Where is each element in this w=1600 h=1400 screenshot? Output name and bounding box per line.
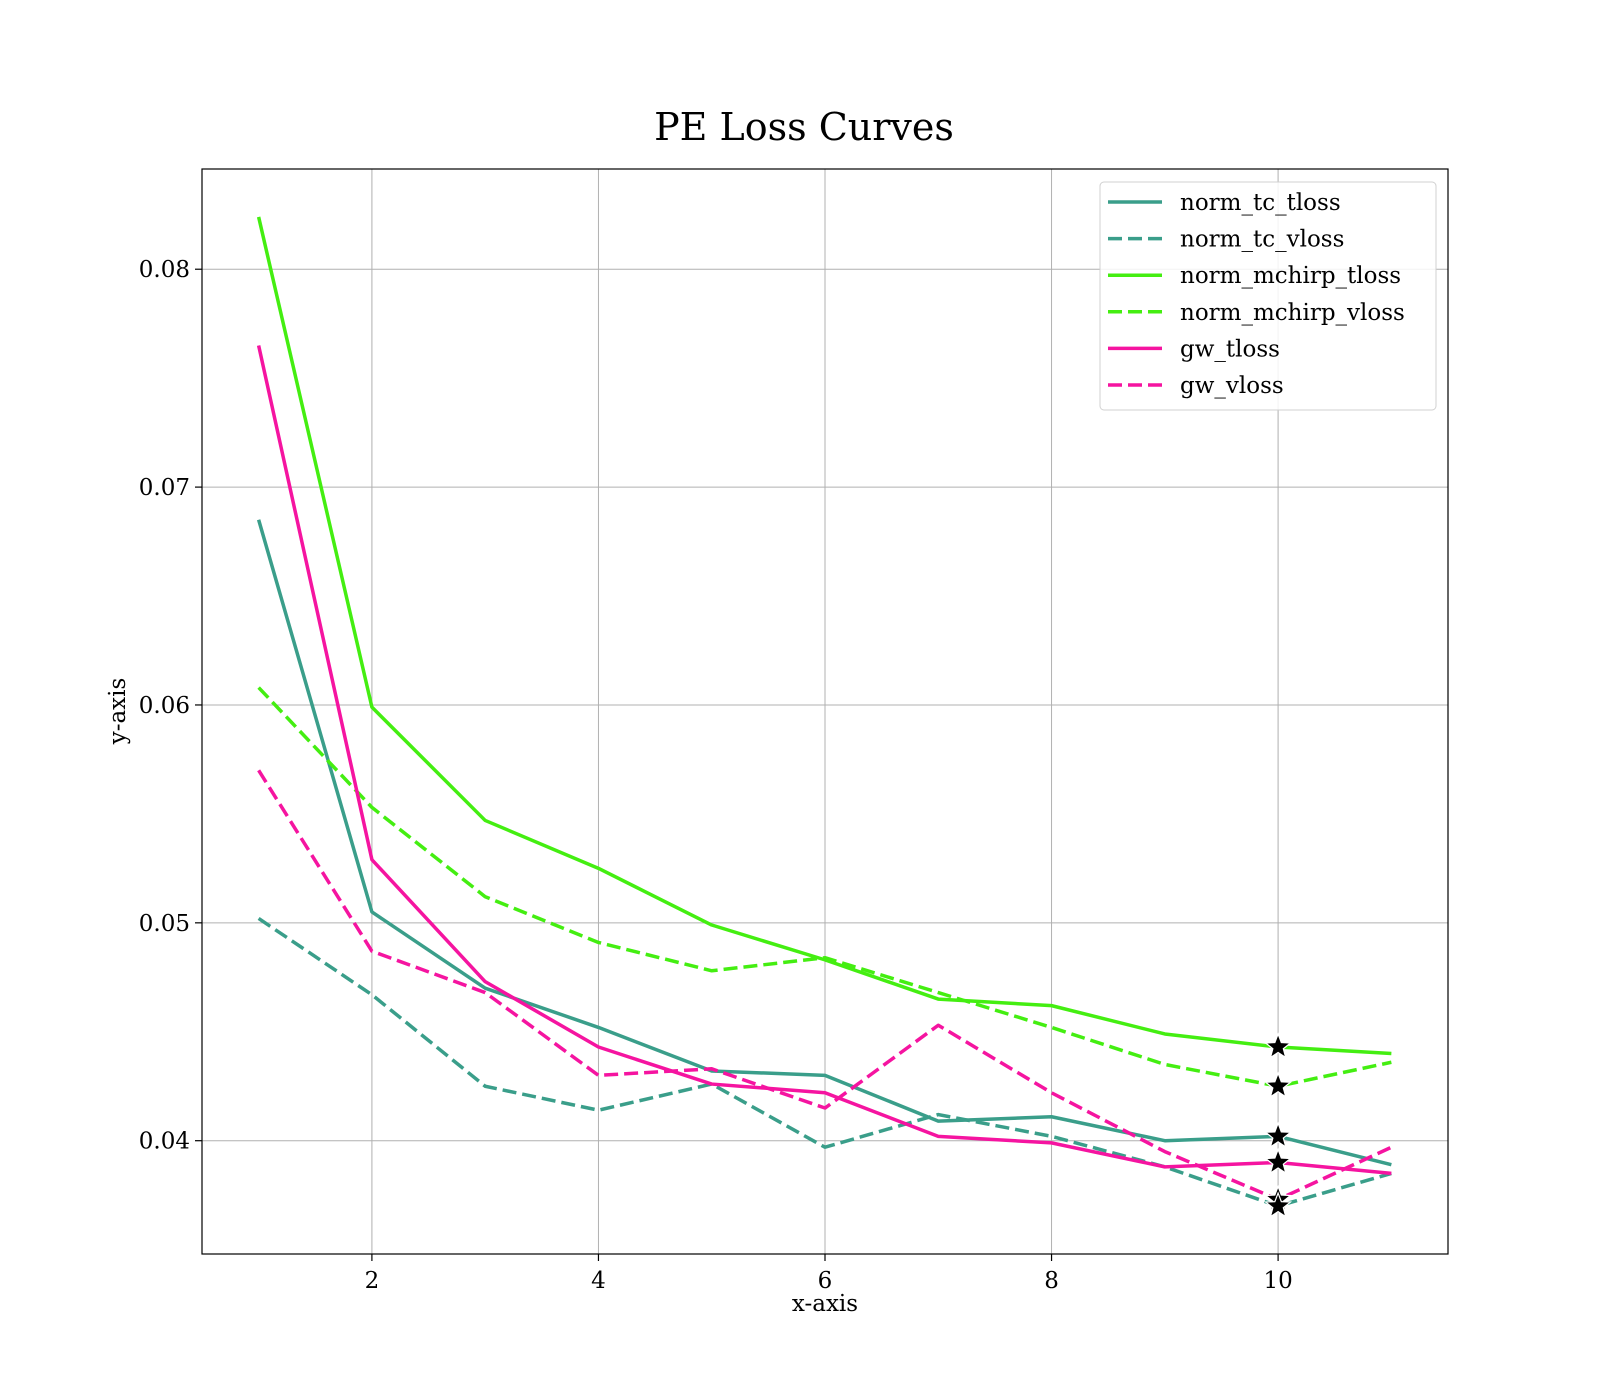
x-tick-label: 10	[1263, 1268, 1292, 1294]
star-marker	[1264, 1147, 1293, 1175]
y-axis-label: y-axis	[105, 678, 131, 746]
x-tick-label: 4	[591, 1268, 606, 1294]
y-tick-label: 0.08	[139, 257, 190, 283]
series-line-norm-mchirp-tloss	[256, 216, 1392, 1056]
legend: norm_tc_tloss norm_tc_vloss norm_mchirp_tl…	[1099, 181, 1437, 411]
star-marker	[1264, 1032, 1293, 1059]
legend-box	[1099, 181, 1437, 411]
series-line-norm-tc-tloss	[256, 519, 1392, 1167]
chart-title: PE Loss Curves	[654, 105, 954, 149]
star-marker	[1264, 1121, 1293, 1149]
x-axis-label: x-axis	[792, 1291, 858, 1317]
axis-ticks: 2 4 6 8 10 0.04 0.05 0.06 0.07 0.08	[139, 257, 1293, 1294]
x-tick-label: 2	[365, 1268, 380, 1294]
star-marker	[1264, 1191, 1293, 1218]
x-tick-label: 6	[818, 1268, 833, 1294]
y-tick-label: 0.07	[139, 475, 190, 501]
legend-label: norm_tc_vloss	[1180, 227, 1344, 253]
legend-label: norm_mchirp_tloss	[1180, 263, 1401, 289]
y-tick-label: 0.05	[139, 911, 190, 937]
series-line-norm-mchirp-vloss	[257, 686, 1392, 1088]
legend-label: gw_tloss	[1180, 336, 1280, 362]
legend-label: norm_tc_tloss	[1180, 190, 1341, 216]
legend-label: gw_vloss	[1180, 373, 1284, 399]
y-tick-label: 0.06	[139, 693, 190, 719]
star-markers	[1264, 1032, 1293, 1218]
legend-label: norm_mchirp_vloss	[1180, 300, 1405, 326]
series-line-gw-tloss	[256, 345, 1392, 1176]
y-tick-label: 0.04	[139, 1129, 190, 1155]
star-marker	[1264, 1071, 1293, 1099]
series-line-gw-vloss	[257, 769, 1393, 1202]
series-lines	[256, 216, 1393, 1208]
series-line-norm-tc-vloss	[257, 917, 1392, 1208]
x-tick-label: 8	[1044, 1268, 1059, 1294]
